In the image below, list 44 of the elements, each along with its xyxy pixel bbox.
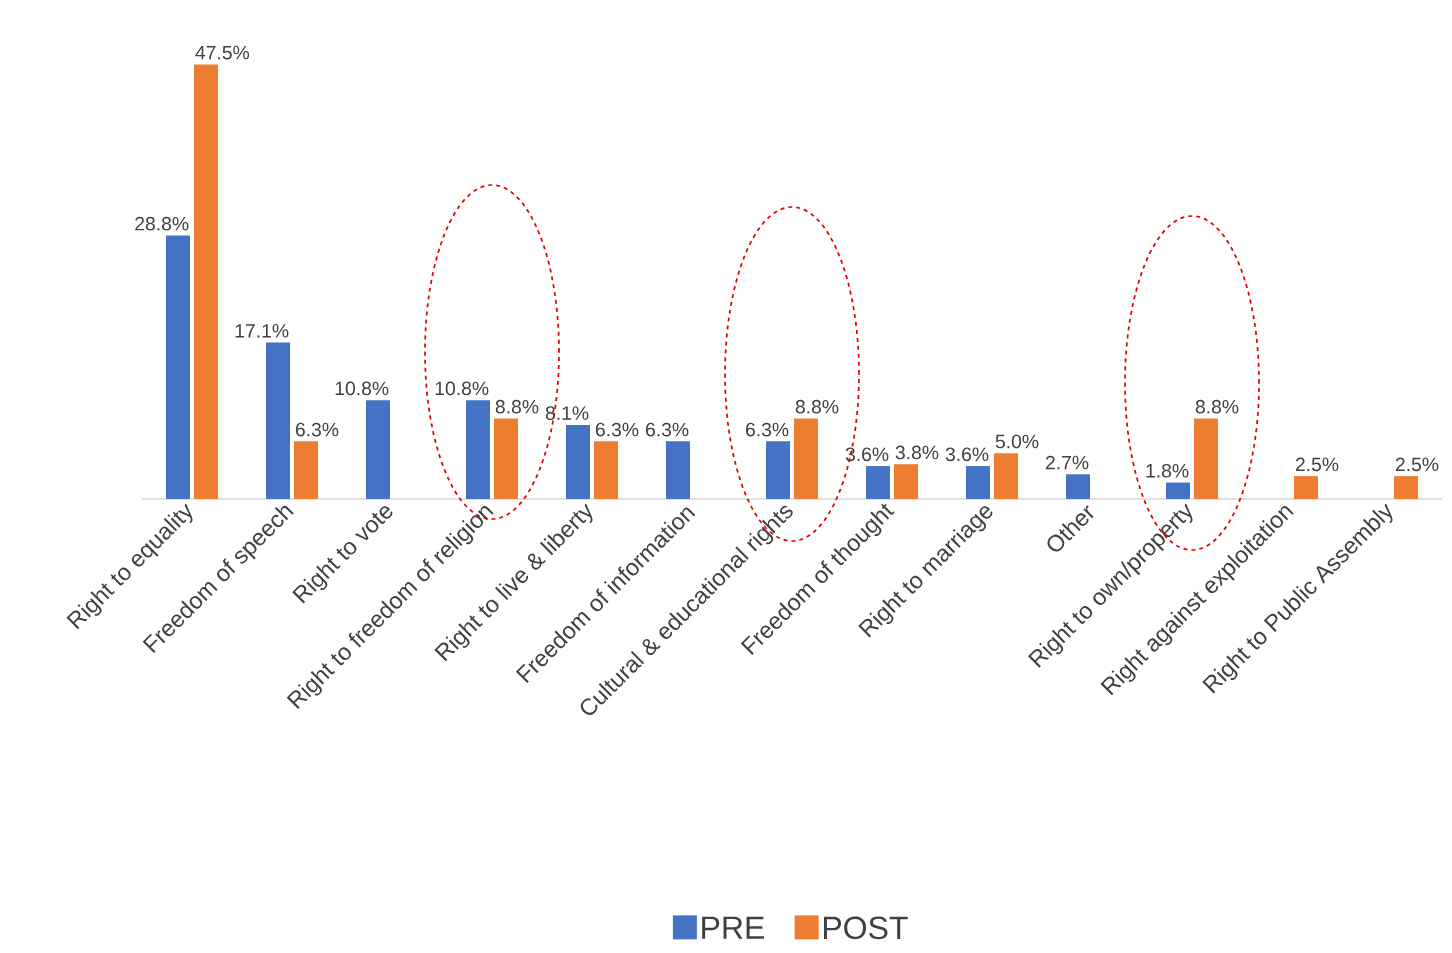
data-label: 47.5% <box>195 45 250 60</box>
data-label: 8.1% <box>545 406 589 420</box>
data-label: 3.6% <box>945 447 989 462</box>
bar <box>494 418 518 499</box>
bar <box>194 64 218 499</box>
bar <box>1394 476 1419 499</box>
bar <box>666 441 691 499</box>
data-label: 2.5% <box>1295 457 1339 472</box>
data-label: 8.8% <box>795 399 839 414</box>
bar <box>894 464 919 499</box>
data-label: 6.3% <box>645 422 689 437</box>
bar <box>966 466 991 499</box>
data-label: 8.8% <box>1195 399 1239 414</box>
bar <box>1294 476 1319 499</box>
bar <box>566 424 591 499</box>
data-label: 6.3% <box>745 422 789 437</box>
bar <box>466 400 490 499</box>
data-label: 17.1% <box>235 324 289 338</box>
bar <box>1066 474 1091 499</box>
data-label: 2.5% <box>1395 457 1439 472</box>
bar <box>266 342 290 499</box>
data-label: 2.7% <box>1046 455 1089 470</box>
data-label: 10.8% <box>435 381 489 396</box>
bar <box>1194 418 1219 499</box>
bar <box>294 441 318 499</box>
data-label: 3.6% <box>845 447 889 462</box>
bar <box>594 441 619 499</box>
bar <box>1166 482 1191 499</box>
data-label: 28.8% <box>135 216 189 231</box>
bar <box>766 441 791 499</box>
data-label: 6.3% <box>595 422 639 437</box>
bar <box>366 400 391 499</box>
data-label: 5.0% <box>995 434 1039 449</box>
data-label: 3.8% <box>895 445 939 460</box>
bar <box>866 466 891 499</box>
legend-label: PRE <box>702 916 764 939</box>
data-label: 8.8% <box>495 399 539 414</box>
data-label: 1.8% <box>1146 463 1189 478</box>
bar <box>166 235 190 499</box>
bar <box>794 418 819 499</box>
data-label: 10.8% <box>335 381 389 396</box>
legend-label: POST <box>823 916 908 940</box>
bar <box>994 453 1019 499</box>
data-label: 6.3% <box>295 422 339 437</box>
